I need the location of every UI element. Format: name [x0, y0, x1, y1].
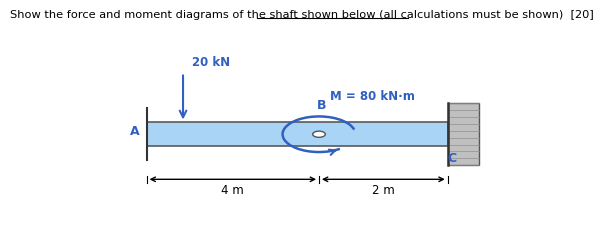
Text: 20 kN: 20 kN: [192, 56, 230, 69]
Text: 2 m: 2 m: [372, 184, 394, 197]
Bar: [448, 103, 479, 165]
Text: B: B: [316, 99, 326, 112]
Circle shape: [313, 131, 326, 137]
Bar: [147, 122, 448, 146]
Text: 4 m: 4 m: [222, 184, 244, 197]
Text: C: C: [447, 152, 456, 165]
Text: Show the force and moment diagrams of the shaft shown below (all calculations mu: Show the force and moment diagrams of th…: [10, 10, 594, 20]
Text: A: A: [130, 125, 140, 138]
Text: M = 80 kN·m: M = 80 kN·m: [330, 90, 415, 103]
